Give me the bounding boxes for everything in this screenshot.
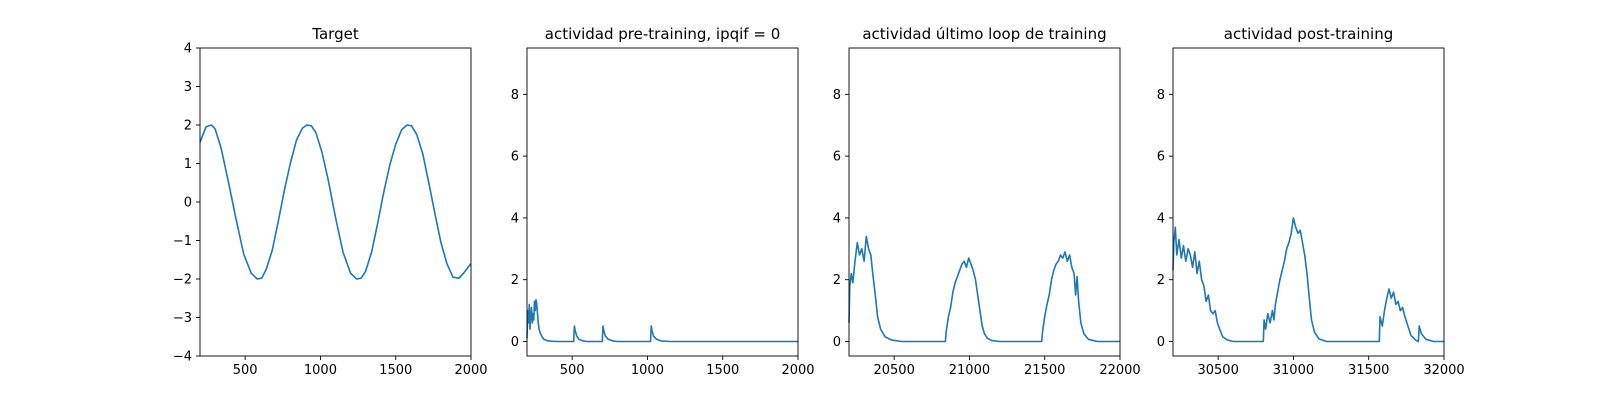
y-tick-label: 2 [184, 119, 192, 134]
y-tick-label: −3 [173, 311, 192, 326]
x-tick-label: 30500 [1197, 363, 1238, 378]
y-tick-label: 4 [184, 42, 192, 57]
subplot-3: actividad último loop de training 20500 21… [833, 25, 1141, 378]
subplot-4: actividad post-training 30500 31000 31500 32… [1157, 25, 1465, 378]
axes-frame [1172, 47, 1445, 357]
y-tick-label: −1 [173, 234, 192, 249]
series-line [526, 299, 798, 343]
series-line [848, 235, 1120, 343]
y-tick-label: −4 [173, 350, 192, 365]
y-tick-label: 0 [511, 335, 519, 350]
x-tick-label: 20500 [873, 363, 914, 378]
y-tick-label: 6 [833, 150, 841, 165]
x-tick-label: 500 [560, 363, 585, 378]
x-tick-label: 1500 [379, 363, 412, 378]
x-tick-label: 32000 [1423, 363, 1464, 378]
x-tick-label: 2000 [781, 363, 814, 378]
series-line [1172, 217, 1444, 343]
y-tick-label: 4 [833, 211, 841, 226]
subplot-title: actividad pre-training, ipqif = 0 [545, 25, 781, 43]
x-tick-label: 1500 [706, 363, 739, 378]
y-tick-label: 8 [511, 88, 519, 103]
axes-frame [848, 47, 1121, 357]
series-line [199, 124, 472, 280]
subplot-title: Target [311, 25, 359, 43]
x-tick-label: 31500 [1348, 363, 1389, 378]
y-tick-label: 0 [184, 196, 192, 211]
subplot-1: Target 500 1000 1500 2000 −4 −3 −2 −1 0 1 2 3 4 [173, 25, 488, 378]
y-tick-label: 3 [184, 80, 192, 95]
x-tick-label: 500 [233, 363, 258, 378]
y-tick-label: 2 [833, 273, 841, 288]
y-tick-label: 6 [1157, 150, 1165, 165]
y-tick-label: 4 [511, 211, 519, 226]
subplot-title: actividad post-training [1224, 25, 1393, 43]
subplot-title: actividad último loop de training [862, 25, 1106, 43]
y-tick-label: 6 [511, 150, 519, 165]
axes-frame [526, 47, 799, 357]
y-tick-label: −2 [173, 273, 192, 288]
y-tick-label: 8 [833, 88, 841, 103]
x-tick-label: 21000 [949, 363, 990, 378]
y-tick-label: 1 [184, 157, 192, 172]
subplot-2: actividad pre-training, ipqif = 0 500 1000… [511, 25, 815, 378]
y-tick-label: 4 [1157, 211, 1165, 226]
y-tick-label: 2 [511, 273, 519, 288]
x-tick-label: 2000 [454, 363, 487, 378]
x-tick-label: 22000 [1099, 363, 1140, 378]
y-tick-label: 8 [1157, 88, 1165, 103]
y-tick-label: 2 [1157, 273, 1165, 288]
y-tick-label: 0 [833, 335, 841, 350]
y-tick-label: 0 [1157, 335, 1165, 350]
x-tick-label: 31000 [1273, 363, 1314, 378]
x-tick-label: 21500 [1024, 363, 1065, 378]
x-tick-label: 1000 [631, 363, 664, 378]
x-tick-label: 1000 [304, 363, 337, 378]
